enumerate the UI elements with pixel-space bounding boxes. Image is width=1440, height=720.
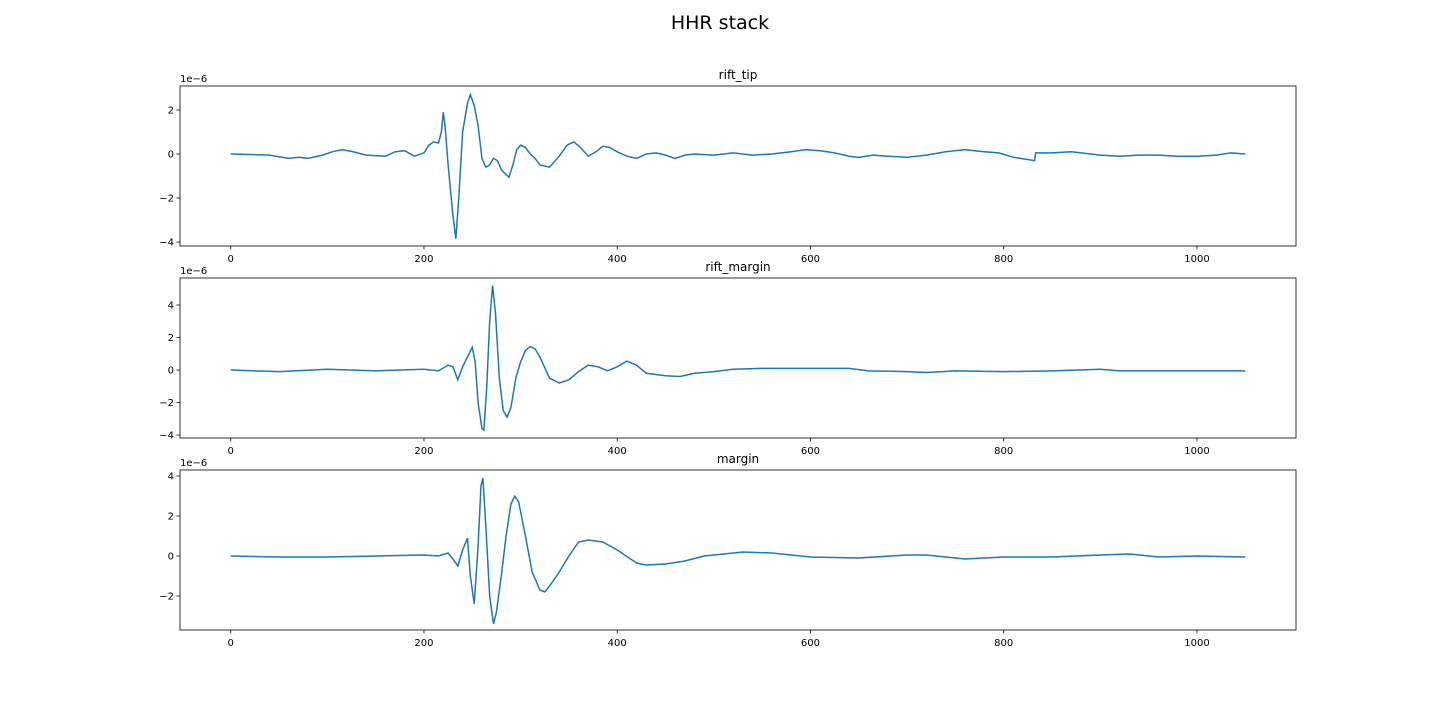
data-line <box>230 285 1246 432</box>
x-tick-label: 1000 <box>1184 638 1209 649</box>
x-tick-label: 800 <box>994 638 1013 649</box>
y-tick-label: 4 <box>168 472 174 483</box>
y-tick-label: 2 <box>168 512 174 523</box>
data-line <box>230 92 1246 239</box>
y-tick-label: −4 <box>159 238 174 249</box>
y-tick-label: 0 <box>168 150 174 161</box>
data-line <box>230 477 1246 625</box>
subplot-title: margin <box>717 452 759 466</box>
y-tick-label: −2 <box>159 592 174 603</box>
x-tick-label: 0 <box>228 254 234 265</box>
x-tick-label: 1000 <box>1184 446 1209 457</box>
axes-frame <box>179 85 1297 247</box>
x-tick-label: 600 <box>801 446 820 457</box>
x-tick-label: 400 <box>608 254 627 265</box>
x-tick-label: 200 <box>414 638 433 649</box>
x-tick-label: 600 <box>801 638 820 649</box>
axes-frame <box>179 277 1297 439</box>
y-tick-label: −2 <box>159 398 174 409</box>
y-tick-label: 2 <box>168 333 174 344</box>
y-tick-label: 2 <box>168 105 174 116</box>
y-tick-label: 0 <box>168 366 174 377</box>
subplot-title: rift_tip <box>719 68 758 82</box>
x-tick-label: 0 <box>228 638 234 649</box>
subplot-title: rift_margin <box>705 260 770 274</box>
y-tick-label: 0 <box>168 552 174 563</box>
y-offset-label: 1e−6 <box>180 458 207 469</box>
x-tick-label: 800 <box>994 446 1013 457</box>
x-tick-label: 800 <box>994 254 1013 265</box>
x-tick-label: 400 <box>608 446 627 457</box>
x-tick-label: 200 <box>414 446 433 457</box>
y-tick-label: −4 <box>159 431 174 442</box>
x-tick-label: 0 <box>228 446 234 457</box>
y-tick-label: −2 <box>159 194 174 205</box>
y-offset-label: 1e−6 <box>180 266 207 277</box>
y-tick-label: 4 <box>168 300 174 311</box>
x-tick-label: 600 <box>801 254 820 265</box>
x-tick-label: 400 <box>608 638 627 649</box>
x-tick-label: 1000 <box>1184 254 1209 265</box>
x-tick-label: 200 <box>414 254 433 265</box>
figure-title: HHR stack <box>671 12 769 34</box>
axes-frame <box>179 469 1297 631</box>
y-offset-label: 1e−6 <box>180 74 207 85</box>
